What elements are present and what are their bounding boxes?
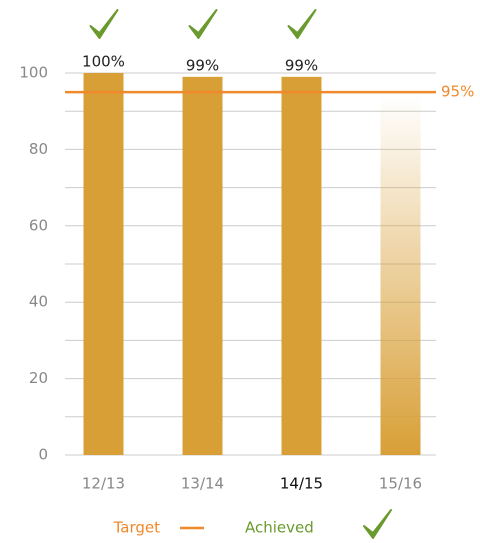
y-tick-label: 60 [29,216,48,234]
y-tick-label: 0 [38,446,48,464]
y-tick-label: 80 [29,140,48,158]
legend-label: Achieved [245,519,314,537]
y-tick-label: 100 [19,64,48,82]
bar [281,76,322,455]
x-tick-label: 12/13 [82,475,125,493]
x-tick-label: 15/16 [379,475,422,493]
x-tick-label: 14/15 [280,475,323,493]
achieved-check [287,9,317,39]
bar [83,73,124,455]
bar [182,76,223,455]
x-tick-label: 13/14 [181,475,224,493]
legend-label: Target [113,519,161,537]
value-label: 99% [285,56,318,74]
y-tick-label: 20 [29,369,48,387]
legend-check [363,509,392,539]
value-label: 99% [186,56,219,74]
achieved-check [188,9,218,39]
achieved-check [89,9,119,39]
value-label: 100% [82,53,125,71]
y-tick-label: 40 [29,293,48,311]
target-label: 95% [441,83,474,101]
bar [380,95,421,456]
